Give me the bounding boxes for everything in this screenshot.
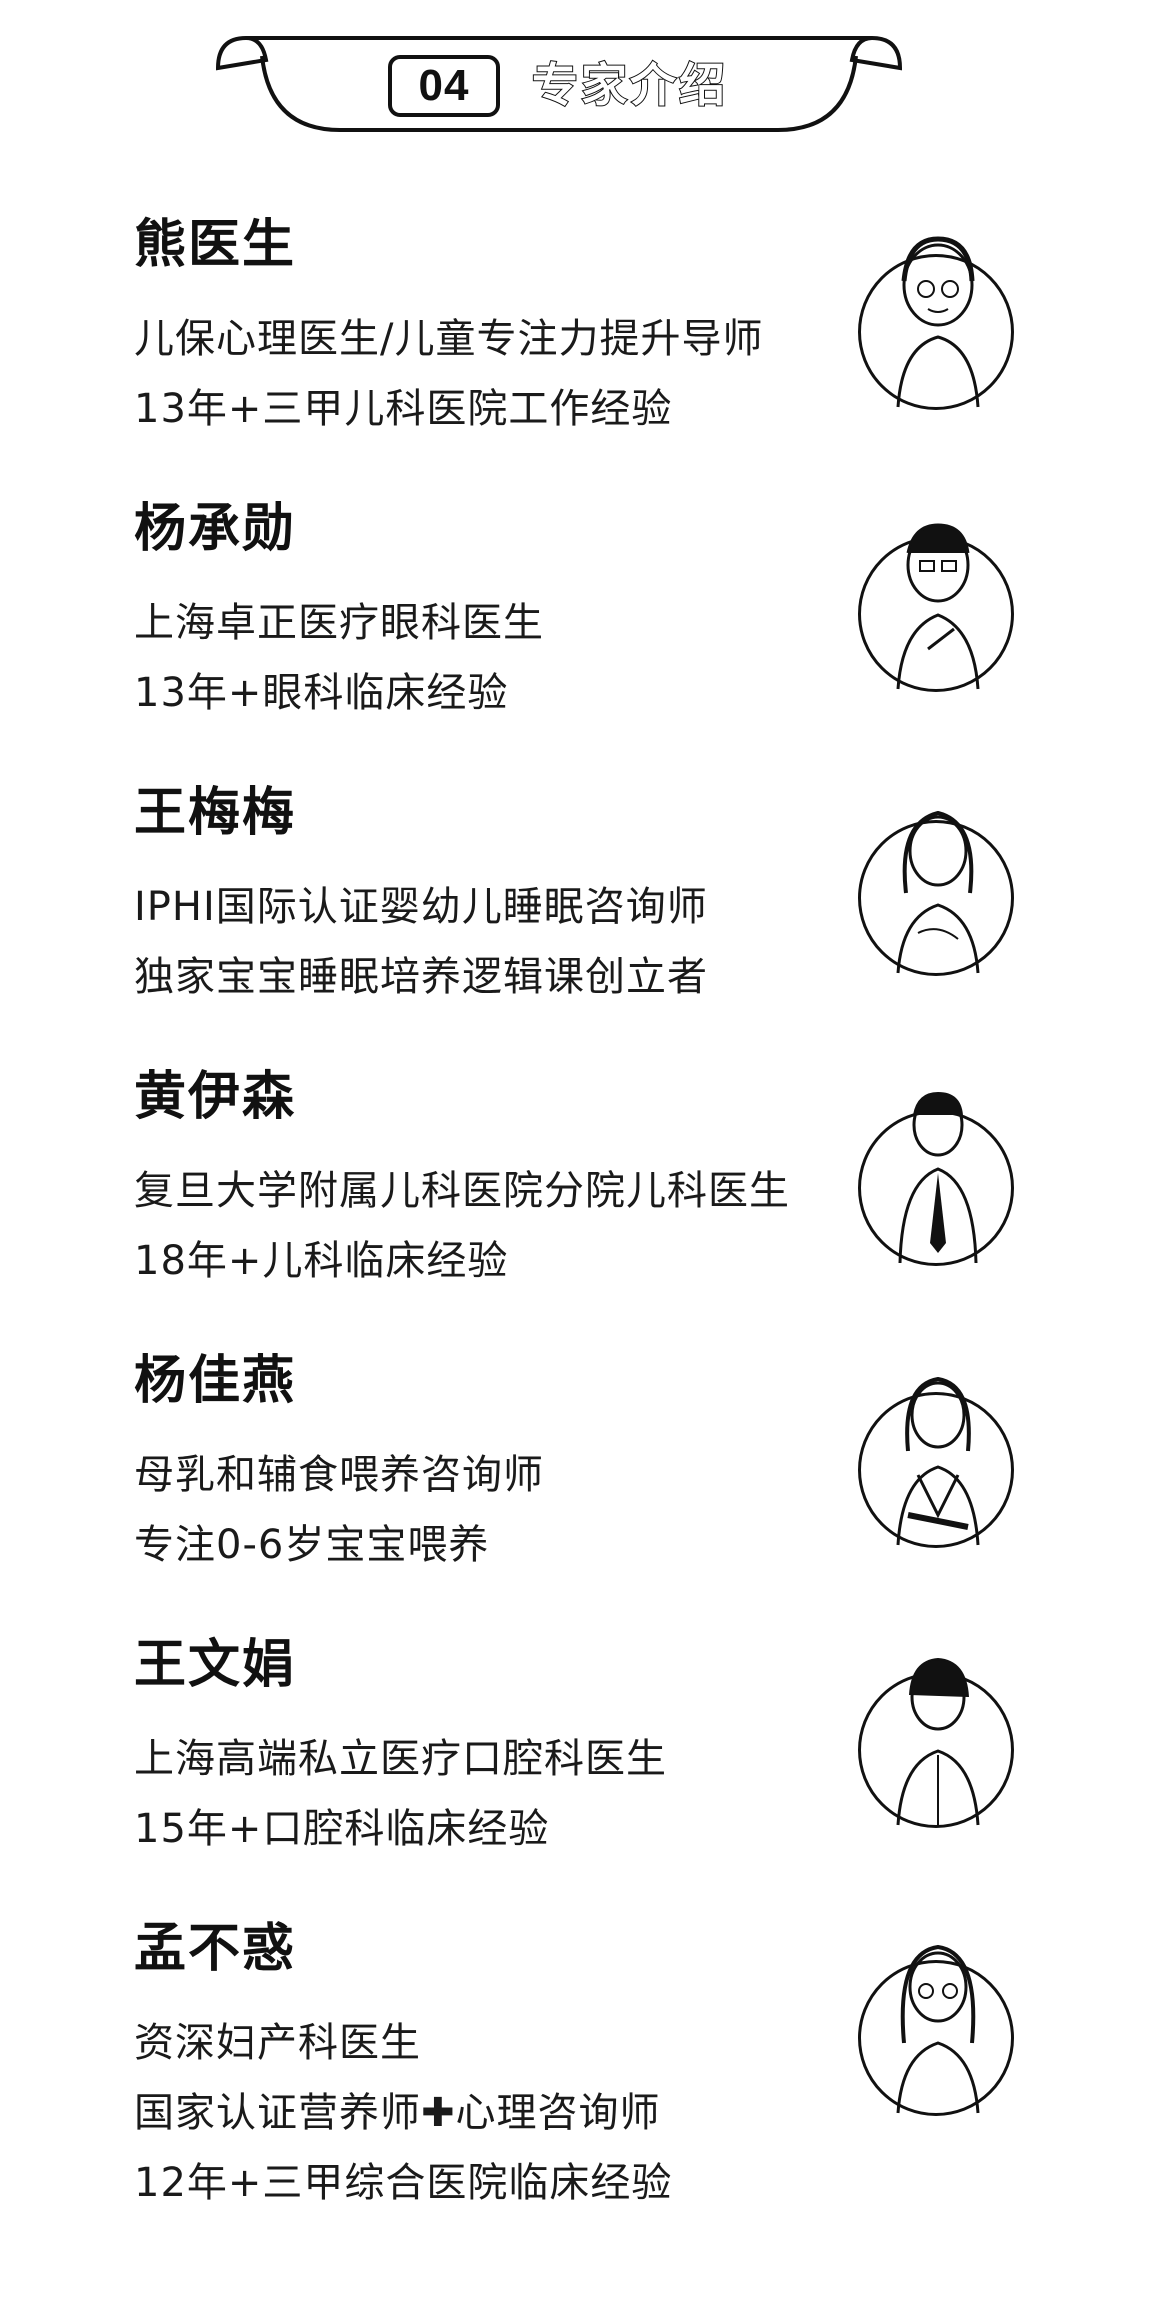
expert-card-5: 杨佳燕 母乳和辅食喂养咨询师 专注0-6岁宝宝喂养 xyxy=(0,1348,1170,1618)
expert-card-1: 熊医生 儿保心理医生/儿童专注力提升导师 13年+三甲儿科医院工作经验 xyxy=(0,212,1170,482)
expert-title: 儿保心理医生/儿童专注力提升导师 xyxy=(134,316,764,362)
expert-name: 黄伊森 xyxy=(134,1067,297,1127)
expert-name: 王文娟 xyxy=(134,1635,297,1695)
expert-avatar xyxy=(858,1944,1014,2116)
expert-experience: 15年+口腔科临床经验 xyxy=(134,1806,550,1852)
portrait-sketch-icon xyxy=(896,1944,980,2114)
expert-experience: 13年+眼科临床经验 xyxy=(134,670,509,716)
expert-experience: 13年+三甲儿科医院工作经验 xyxy=(134,386,673,432)
portrait-sketch-icon xyxy=(896,523,980,690)
expert-card-3: 王梅梅 IPHI国际认证婴幼儿睡眠咨询师 独家宝宝睡眠培养逻辑课创立者 xyxy=(0,780,1170,1050)
expert-title: 资深妇产科医生 xyxy=(134,2020,421,2066)
expert-card-4: 黄伊森 复旦大学附属儿科医院分院儿科医生 18年+儿科临床经验 xyxy=(0,1064,1170,1334)
expert-title: 上海卓正医疗眼科医生 xyxy=(134,600,544,646)
expert-experience: 18年+儿科临床经验 xyxy=(134,1238,509,1284)
expert-title: 上海高端私立医疗口腔科医生 xyxy=(134,1736,667,1782)
header-banner-frame xyxy=(215,35,903,132)
expert-avatar xyxy=(858,810,1014,976)
expert-title: 母乳和辅食喂养咨询师 xyxy=(134,1452,544,1498)
expert-card-7: 孟不惑 资深妇产科医生 国家认证营养师✚心理咨询师 12年+三甲综合医院临床经验 xyxy=(0,1916,1170,2206)
expert-experience: 专注0-6岁宝宝喂养 xyxy=(134,1522,490,1568)
expert-title: 复旦大学附属儿科医院分院儿科医生 xyxy=(134,1168,790,1214)
expert-name: 熊医生 xyxy=(134,215,297,275)
expert-avatar xyxy=(858,1376,1014,1548)
portrait-sketch-icon xyxy=(898,1091,978,1264)
expert-name: 杨承勋 xyxy=(134,499,297,559)
portrait-sketch-icon xyxy=(896,236,980,408)
expert-avatar xyxy=(858,523,1014,692)
expert-name: 孟不惑 xyxy=(134,1919,297,1979)
portrait-sketch-icon xyxy=(896,1376,980,1546)
expert-avatar xyxy=(858,236,1014,410)
expert-qualification: 国家认证营养师✚心理咨询师 xyxy=(134,2090,661,2136)
expert-card-2: 杨承勋 上海卓正医疗眼科医生 13年+眼科临床经验 xyxy=(0,496,1170,766)
expert-name: 杨佳燕 xyxy=(134,1351,297,1411)
section-number-badge: 04 xyxy=(388,55,500,117)
portrait-sketch-icon xyxy=(896,810,980,974)
expert-title: IPHI国际认证婴幼儿睡眠咨询师 xyxy=(134,884,708,930)
expert-avatar xyxy=(858,1091,1014,1266)
expert-avatar xyxy=(858,1657,1014,1828)
expert-name: 王梅梅 xyxy=(134,783,297,843)
portrait-sketch-icon xyxy=(896,1657,980,1826)
expert-card-6: 王文娟 上海高端私立医疗口腔科医生 15年+口腔科临床经验 xyxy=(0,1632,1170,1902)
section-header: 04 专家介绍 xyxy=(0,0,1170,150)
expert-experience: 独家宝宝睡眠培养逻辑课创立者 xyxy=(134,954,708,1000)
expert-experience: 12年+三甲综合医院临床经验 xyxy=(134,2160,673,2206)
section-title: 专家介绍 xyxy=(531,57,728,113)
